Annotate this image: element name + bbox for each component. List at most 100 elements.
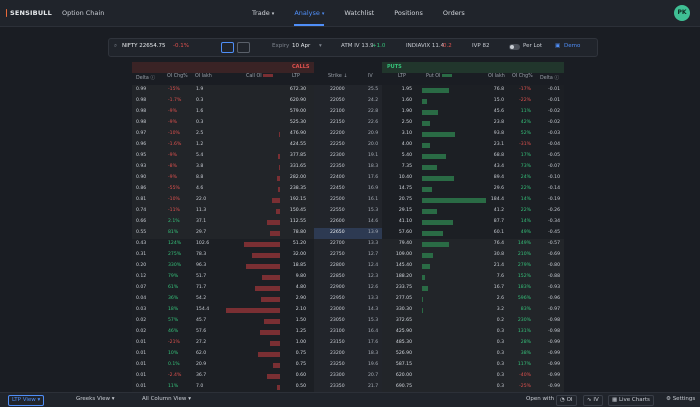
col-call-oi-bar[interactable]: Call OI	[246, 74, 274, 85]
put-oi-lakh: 0.2	[496, 318, 504, 323]
table-row[interactable]: 0.02 57% 45.7 1.50 23050 15.3 372.65 0.2 230% -0.…	[132, 316, 564, 327]
col-strike[interactable]: Strike ↓	[328, 74, 347, 85]
call-oi-bar	[267, 374, 280, 379]
strike-iv: 17.6	[368, 340, 379, 345]
table-row[interactable]: 0.99 -15% 1.9 672.30 22000 25.5 1.95 76.8 -17% -0…	[132, 85, 564, 96]
col-call-oi-lakh[interactable]: OI lakh	[195, 74, 212, 79]
strike-price: 22150	[330, 120, 345, 125]
call-oi-chg: -1.6%	[168, 142, 182, 147]
table-row[interactable]: 0.01 11% 7.0 0.50 23350 21.7 690.75 0.3 -25% -0.9…	[132, 382, 564, 392]
sort-icon: ↓	[343, 74, 348, 79]
call-cell-bg	[132, 294, 314, 305]
table-row[interactable]: 0.31 275% 78.3 32.00 22750 12.7 109.00 30.8 210%…	[132, 250, 564, 261]
call-delta: 0.86	[136, 186, 147, 191]
put-oi-lakh: 15.0	[493, 98, 504, 103]
call-oi-chg: 81%	[168, 230, 179, 235]
put-oi-chg: 131%	[517, 329, 531, 334]
table-row[interactable]: 0.95 -9% 5.4 377.85 22300 19.1 5.40 68.8 17% -0.0…	[132, 151, 564, 162]
col-put-oi-lakh[interactable]: OI lakh	[488, 74, 505, 79]
settings-button[interactable]: ⚙ Settings	[666, 396, 695, 402]
nav-analyse[interactable]: Analyse ▾	[294, 0, 325, 26]
table-row[interactable]: 0.03 18% 154.4 2.10 23000 14.3 330.30 3.2 83% -0.…	[132, 305, 564, 316]
per-lot-label: Per Lot	[523, 43, 543, 49]
col-put-ltp[interactable]: LTP	[398, 74, 406, 79]
nav-positions[interactable]: Positions	[394, 9, 423, 17]
live-charts-button[interactable]: ▦ Live Charts	[608, 395, 654, 406]
table-row[interactable]: 0.96 -1.6% 1.2 424.55 22250 20.0 4.00 23.1 -31% -…	[132, 140, 564, 151]
ltp-view-button[interactable]: LTP View ▾	[8, 395, 45, 406]
col-put-oi-chg[interactable]: OI Chg%	[512, 74, 533, 79]
avatar[interactable]: PK	[674, 5, 690, 21]
table-row[interactable]: 0.01 10% 62.0 0.75 23200 18.3 526.90 0.3 38% -0.9…	[132, 349, 564, 360]
put-oi-bar	[422, 99, 428, 104]
nav-watchlist[interactable]: Watchlist	[344, 9, 375, 17]
table-row[interactable]: 0.66 2.1% 37.1 112.55 22600 14.6 41.10 87.7 14% -…	[132, 217, 564, 228]
call-oi-chg: 2.1%	[168, 219, 180, 224]
logo[interactable]: SENSIBULL	[6, 9, 52, 17]
call-oi-lakh: 37.1	[196, 219, 207, 224]
table-row[interactable]: 0.93 -8% 3.8 331.65 22350 18.3 7.35 43.4 73% -0.0…	[132, 162, 564, 173]
put-delta: -0.99	[548, 362, 560, 367]
per-lot-toggle[interactable]	[509, 44, 520, 50]
expiry-select[interactable]: 10 Apr	[292, 43, 311, 49]
put-oi-bar	[422, 176, 454, 181]
symbol-selector[interactable]: NIFTY 22654.75	[122, 43, 166, 49]
put-oi-lakh: 30.8	[493, 252, 504, 257]
table-row[interactable]: 0.04 36% 54.2 2.90 22950 13.3 277.05 2.6 596% -0.…	[132, 294, 564, 305]
call-oi-chg: 79%	[168, 274, 179, 279]
strike-cell-bg	[314, 184, 382, 195]
call-cell-bg	[132, 239, 314, 250]
greeks-view-button[interactable]: Greeks View ▾	[76, 396, 115, 402]
col-put-delta[interactable]: Delta ⓘ	[540, 74, 559, 85]
chevron-down-icon[interactable]: ▾	[319, 43, 322, 49]
call-oi-lakh: 27.2	[196, 340, 207, 345]
strike-cell-bg	[314, 217, 382, 228]
chart-icon[interactable]	[221, 42, 234, 53]
put-delta: -0.96	[548, 296, 560, 301]
call-oi-bar	[260, 297, 280, 302]
table-row[interactable]: 0.07 61% 71.7 4.80 22900 12.6 233.75 16.7 183% -0…	[132, 283, 564, 294]
table-row[interactable]: 0.97 -10% 2.5 476.90 22200 20.9 3.10 93.8 52% -0.…	[132, 129, 564, 140]
table-row[interactable]: 0.01 -2.4% 36.7 0.60 23300 20.7 620.00 0.3 -40% -…	[132, 371, 564, 382]
call-delta: 0.74	[136, 208, 147, 213]
put-delta: -0.80	[548, 263, 560, 268]
put-cell-bg	[382, 382, 564, 392]
table-row[interactable]: 0.98 -1.7% 0.3 620.90 22050 24.2 1.60 15.0 -22% -…	[132, 96, 564, 107]
oi-chart-button[interactable]: ◔ OI	[556, 395, 577, 406]
col-call-oi-chg[interactable]: OI Chg%	[167, 74, 188, 79]
strike-price: 22250	[330, 142, 345, 147]
table-row[interactable]: 0.74 -11% 11.3 150.45 22550 15.3 29.15 41.2 22% -…	[132, 206, 564, 217]
table-row[interactable]: 0.98 -9% 0.3 525.30 22150 22.6 2.50 23.8 42% -0.0…	[132, 118, 564, 129]
table-row[interactable]: 0.55 81% 29.7 78.80 22650 13.9 57.60 60.1 49% -0.…	[132, 228, 564, 239]
put-cell-bg	[382, 272, 564, 283]
strategy-icon[interactable]	[237, 42, 250, 53]
demo-link[interactable]: Demo	[564, 43, 581, 49]
col-call-delta[interactable]: Delta ⓘ	[136, 74, 155, 85]
nav-links: Trade ▾ Analyse ▾ Watchlist Positions Orde…	[252, 0, 485, 26]
table-row[interactable]: 0.86 -55% 4.6 238.35 22450 16.9 14.75 29.6 22% -0…	[132, 184, 564, 195]
put-cell-bg	[382, 327, 564, 338]
col-iv[interactable]: IV	[368, 74, 373, 79]
call-oi-lakh: 8.8	[196, 175, 204, 180]
table-row[interactable]: 0.81 -10% 22.0 192.15 22500 16.1 20.75 184.4 14%…	[132, 195, 564, 206]
iv-chart-button[interactable]: ∿ IV	[583, 395, 603, 406]
table-row[interactable]: 0.43 124% 102.6 51.20 22700 13.3 79.40 76.4 149%…	[132, 239, 564, 250]
table-row[interactable]: 0.01 0.1% 20.9 0.75 23250 19.6 587.15 0.3 117% -0…	[132, 360, 564, 371]
all-column-view-button[interactable]: All Column View ▾	[142, 396, 191, 402]
table-row[interactable]: 0.12 79% 51.7 9.80 22850 12.3 188.20 7.6 152% -0.…	[132, 272, 564, 283]
table-row[interactable]: 0.01 -21% 27.2 1.00 23150 17.6 485.30 0.3 28% -0.…	[132, 338, 564, 349]
col-call-ltp[interactable]: LTP	[292, 74, 300, 79]
table-row[interactable]: 0.98 -9% 1.6 579.00 22100 22.8 1.90 45.6 11% -0.0…	[132, 107, 564, 118]
col-put-oi-bar[interactable]: Put OI	[426, 74, 452, 85]
table-row[interactable]: 0.90 -9% 8.8 282.00 22400 17.6 10.40 89.4 24% -0.…	[132, 173, 564, 184]
put-ltp: 233.75	[395, 285, 412, 290]
table-row[interactable]: 0.20 330% 96.3 18.85 22800 12.4 145.40 21.4 279%…	[132, 261, 564, 272]
put-cell-bg	[382, 162, 564, 173]
nav-orders[interactable]: Orders	[442, 9, 465, 17]
table-row[interactable]: 0.02 46% 57.6 1.25 23100 16.4 425.90 0.3 131% -0.…	[132, 327, 564, 338]
demo-icon[interactable]: ▣	[555, 43, 561, 49]
col-strike-label: Strike	[328, 74, 342, 79]
nav-trade[interactable]: Trade ▾	[252, 0, 274, 26]
strike-iv: 24.2	[368, 98, 379, 103]
search-icon[interactable]: ⌕	[114, 43, 118, 49]
